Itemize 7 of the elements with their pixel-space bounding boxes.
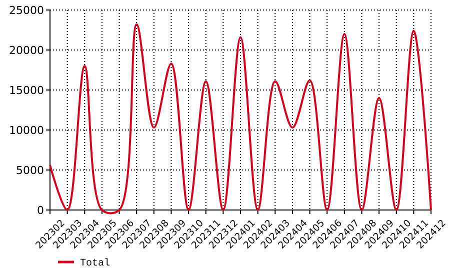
y-tick-label: 0 (37, 204, 44, 217)
y-tick-label: 25000 (9, 4, 44, 17)
legend-label: Total (80, 258, 110, 270)
y-tick-label: 15000 (9, 84, 44, 97)
y-tick-label: 20000 (9, 44, 44, 57)
y-tick-label: 5000 (16, 164, 44, 177)
y-tick-label: 10000 (9, 124, 44, 137)
